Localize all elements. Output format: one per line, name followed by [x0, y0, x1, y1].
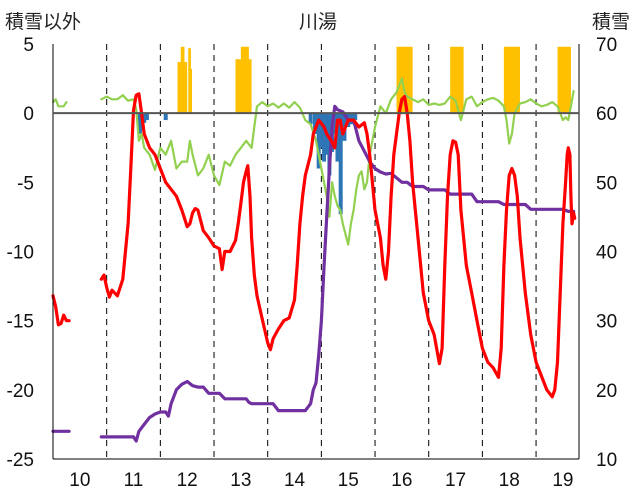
right-tick-label: 10: [596, 450, 617, 471]
left-tick-label: 0: [23, 104, 34, 125]
temperature-line: [99, 92, 577, 399]
blue-bar: [353, 113, 358, 121]
line-series: [51, 77, 577, 443]
blue-bar: [338, 113, 343, 215]
x-tick-label: 16: [391, 470, 412, 491]
left-tick-label: -5: [17, 173, 34, 194]
x-tick-label: 10: [69, 470, 90, 491]
orange-bar: [190, 68, 193, 114]
blue-bar: [163, 113, 168, 121]
left-tick-label: -20: [7, 381, 34, 402]
x-tick-label: 19: [552, 470, 573, 491]
x-tick-label: 12: [177, 470, 198, 491]
orange-bar: [557, 46, 571, 114]
right-tick-label: 20: [596, 381, 617, 402]
right-tick-label: 30: [596, 312, 617, 333]
orange-bar: [188, 48, 191, 114]
blue-bar: [319, 113, 324, 148]
blue-bar: [316, 113, 321, 169]
grid: [106, 44, 537, 459]
orange-bar: [503, 46, 520, 114]
left-tick-label: 5: [23, 35, 34, 56]
chart-title: 川湯: [299, 11, 337, 33]
right-tick-label: 40: [596, 243, 617, 264]
blue-bar: [142, 113, 147, 123]
x-tick-label: 15: [338, 470, 359, 491]
right-tick-label: 70: [596, 35, 617, 56]
blue-bar: [137, 113, 142, 134]
blue-bar: [312, 113, 317, 134]
temperature-line: [51, 294, 71, 327]
blue-bar: [308, 113, 313, 125]
orange-bar: [450, 46, 464, 114]
x-tick-label: 14: [284, 470, 306, 491]
blue-bar: [322, 113, 327, 162]
green-line: [51, 98, 68, 108]
blue-bar: [335, 113, 340, 162]
green-line: [100, 77, 575, 246]
x-tick-label: 17: [445, 470, 466, 491]
x-tick-label: 13: [230, 470, 251, 491]
right-tick-label: 50: [596, 173, 617, 194]
orange-bar: [240, 46, 249, 114]
orange-bar: [180, 46, 185, 114]
orange-bar-series: [177, 46, 571, 114]
left-tick-label: -15: [7, 312, 34, 333]
axes: [52, 44, 580, 460]
left-tick-label: -25: [7, 450, 34, 471]
blue-bar: [144, 113, 149, 121]
left-tick-label: -10: [7, 243, 34, 264]
left-axis-label: 積雪以外: [5, 11, 81, 33]
x-tick-label: 18: [499, 470, 520, 491]
blue-bar: [332, 113, 337, 134]
right-axis-label: 積雪: [592, 11, 630, 33]
right-tick-label: 60: [596, 104, 617, 125]
x-tick-label: 11: [124, 470, 144, 491]
